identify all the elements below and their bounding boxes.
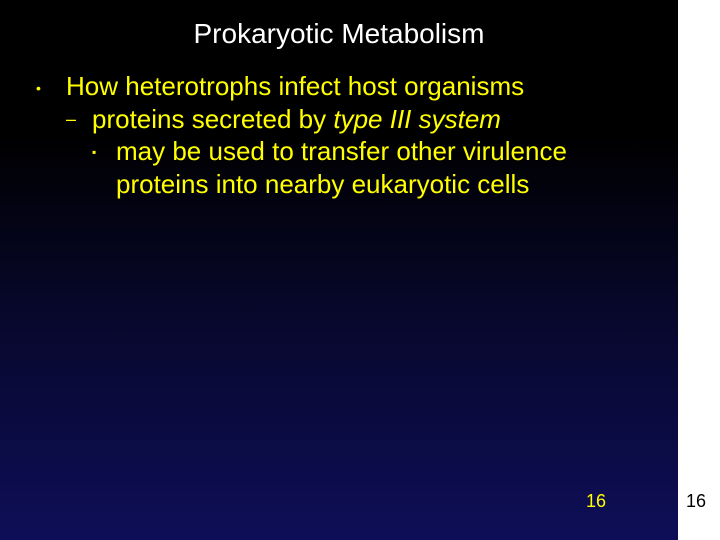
bullet-dot-icon: • <box>30 70 66 96</box>
slide-container: Prokaryotic Metabolism • How heterotroph… <box>0 0 720 540</box>
slide-title: Prokaryotic Metabolism <box>0 0 678 50</box>
bullet-dash-icon: – <box>66 103 92 130</box>
level2-italic: type III system <box>333 104 501 134</box>
bullet-square-icon: ▪ <box>92 135 116 159</box>
page-number-outside: 16 <box>686 491 706 512</box>
page-number-inside: 16 <box>586 491 606 512</box>
level3-text: may be used to transfer other virulence … <box>116 135 648 200</box>
bullet-level-2: – proteins secreted by type III system <box>66 103 648 136</box>
bullet-level-1: • How heterotrophs infect host organisms <box>30 70 648 103</box>
slide-body: • How heterotrophs infect host organisms… <box>0 50 678 200</box>
bullet-level-3: ▪ may be used to transfer other virulenc… <box>92 135 648 200</box>
slide-background: Prokaryotic Metabolism • How heterotroph… <box>0 0 678 540</box>
level2-text: proteins secreted by type III system <box>92 103 501 136</box>
level1-text: How heterotrophs infect host organisms <box>66 70 524 103</box>
level2-prefix: proteins secreted by <box>92 104 333 134</box>
